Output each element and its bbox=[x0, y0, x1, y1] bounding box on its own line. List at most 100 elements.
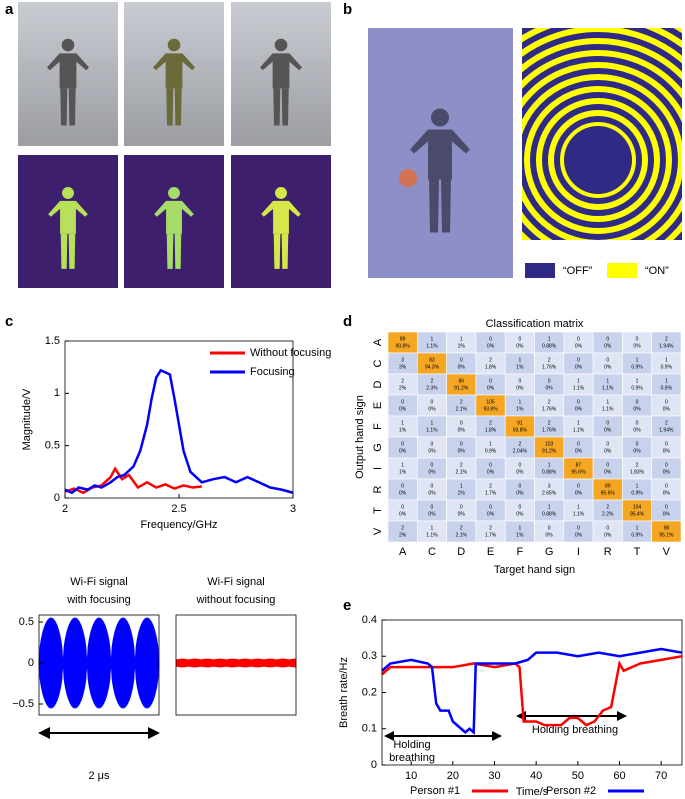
cell-count: 3 bbox=[401, 357, 404, 363]
cell-count: 0 bbox=[577, 357, 580, 363]
cell-percent: 91.2% bbox=[542, 448, 557, 454]
y-tick-label: T bbox=[372, 507, 384, 514]
y-tick-label: V bbox=[372, 527, 384, 535]
legend-label: Person #1 bbox=[410, 785, 460, 797]
cell-percent: 2.04% bbox=[513, 448, 528, 454]
cell-percent: 0% bbox=[604, 448, 612, 454]
y-tick-label: 1 bbox=[54, 387, 60, 399]
plot-frame bbox=[381, 619, 683, 766]
cell-count: 1 bbox=[636, 357, 639, 363]
panel-label: e bbox=[343, 597, 351, 614]
cell-percent: 1% bbox=[458, 490, 466, 496]
cell-count: 0 bbox=[401, 399, 404, 405]
x-tick-label: 10 bbox=[405, 770, 417, 782]
y-tick-label: 0.4 bbox=[362, 614, 377, 626]
x-tick-label: I bbox=[577, 546, 580, 558]
y-tick-label: 0.3 bbox=[362, 650, 377, 662]
y-tick-label: F bbox=[372, 423, 384, 430]
cell-count: 1 bbox=[636, 483, 639, 489]
cell-count: 2 bbox=[548, 420, 551, 426]
matrix-title: Classification matrix bbox=[486, 318, 584, 330]
cell-percent: 2% bbox=[399, 385, 407, 391]
cell-percent: 93.8% bbox=[513, 427, 528, 433]
cell-percent: 0% bbox=[633, 448, 641, 454]
cell-count: 105 bbox=[486, 399, 495, 405]
cell-count: 1 bbox=[636, 525, 639, 531]
cell-count: 1 bbox=[460, 336, 463, 342]
cell-percent: 0% bbox=[516, 490, 524, 496]
x-tick-label: T bbox=[634, 546, 641, 558]
cell-percent: 90.8% bbox=[396, 343, 411, 349]
center bbox=[564, 126, 632, 194]
cell-count: 104 bbox=[633, 504, 642, 510]
cell-percent: 0.88% bbox=[542, 343, 557, 349]
legend-swatch bbox=[525, 263, 555, 278]
cell-count: 0 bbox=[401, 504, 404, 510]
cell-percent: 0% bbox=[428, 448, 436, 454]
cell-count: 91 bbox=[517, 420, 523, 426]
cell-count: 1 bbox=[665, 357, 668, 363]
cell-count: 1 bbox=[401, 462, 404, 468]
cell-percent: 1.76% bbox=[542, 427, 557, 433]
cell-percent: 1% bbox=[516, 406, 524, 412]
cell-count: 0 bbox=[489, 504, 492, 510]
signal-title: Wi-Fi signal bbox=[207, 576, 264, 588]
y-tick-label: C bbox=[372, 359, 384, 367]
cell-count: 0 bbox=[460, 357, 463, 363]
cell-percent: 1.1% bbox=[602, 406, 614, 412]
signal bbox=[175, 658, 297, 668]
cell-percent: 2.2% bbox=[602, 511, 614, 517]
cell-percent: 0% bbox=[604, 427, 612, 433]
cell-count: 0 bbox=[518, 462, 521, 468]
x-tick-label: D bbox=[457, 546, 465, 558]
cell-count: 2 bbox=[665, 336, 668, 342]
scale-label: 2 μs bbox=[88, 770, 110, 782]
cell-percent: 0.9% bbox=[631, 532, 643, 538]
cell-count: 0 bbox=[665, 483, 668, 489]
cell-count: 0 bbox=[518, 378, 521, 384]
cell-count: 0 bbox=[577, 525, 580, 531]
ring bbox=[530, 92, 666, 228]
cell-count: 0 bbox=[665, 504, 668, 510]
cell-count: 89 bbox=[400, 336, 406, 342]
plot-frame bbox=[64, 340, 294, 499]
cell-percent: 0% bbox=[487, 469, 495, 475]
cell-percent: 0% bbox=[516, 469, 524, 475]
legend-swatch bbox=[607, 263, 637, 278]
cell-count: 2 bbox=[489, 525, 492, 531]
cell-count: 0 bbox=[460, 441, 463, 447]
cell-count: 0 bbox=[577, 483, 580, 489]
cell-percent: 0% bbox=[428, 406, 436, 412]
cell-percent: 1.1% bbox=[426, 343, 438, 349]
cell-count: 0 bbox=[489, 336, 492, 342]
matrix-cell bbox=[651, 520, 682, 543]
ring bbox=[554, 116, 642, 204]
cell-count: 0 bbox=[636, 336, 639, 342]
annotation-arrows bbox=[384, 711, 627, 741]
photos-a bbox=[18, 2, 331, 288]
legend-label: Person #2 bbox=[546, 785, 596, 797]
x-tick-label: 3 bbox=[290, 503, 296, 515]
cell-count: 1 bbox=[518, 525, 521, 531]
cell-percent: 0% bbox=[487, 511, 495, 517]
cell-count: 0 bbox=[518, 504, 521, 510]
cell-percent: 0% bbox=[663, 469, 671, 475]
cell-percent: 0% bbox=[516, 385, 524, 391]
cell-count: 1 bbox=[460, 483, 463, 489]
cell-percent: 0% bbox=[575, 532, 583, 538]
cell-count: 1 bbox=[431, 525, 434, 531]
cell-count: 1 bbox=[606, 378, 609, 384]
cell-percent: 2.1% bbox=[456, 469, 468, 475]
mask-pattern bbox=[522, 28, 682, 240]
cell-percent: 2% bbox=[399, 532, 407, 538]
cell-count: 3 bbox=[548, 483, 551, 489]
cell-percent: 0% bbox=[546, 385, 554, 391]
ring bbox=[522, 80, 678, 240]
cell-count: 0 bbox=[489, 378, 492, 384]
x-tick-label: C bbox=[428, 546, 436, 558]
cell-percent: 1% bbox=[516, 364, 524, 370]
cell-percent: 0% bbox=[663, 448, 671, 454]
y-tick-label: G bbox=[372, 443, 384, 452]
cell-count: 0 bbox=[518, 483, 521, 489]
